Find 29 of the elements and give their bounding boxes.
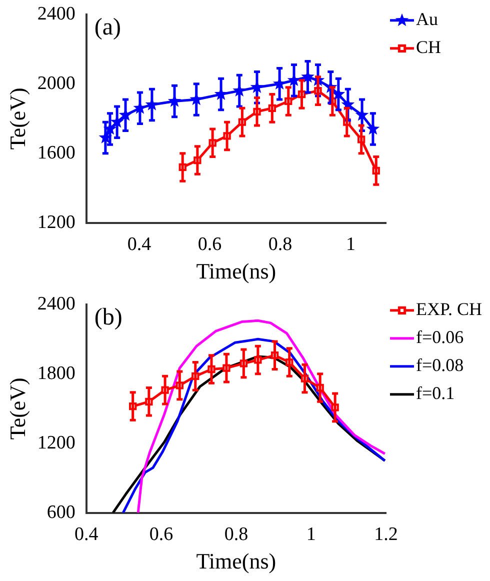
chart-title: (b) [94, 304, 122, 331]
chart-title: (a) [94, 14, 122, 41]
x-tick-label: 0.8 [268, 234, 292, 256]
y-axis-title: Te(eV) [4, 378, 30, 440]
y-tick-label: 2400 [37, 3, 76, 24]
legend-label: Au [416, 9, 438, 30]
x-tick-label: 0.8 [224, 524, 248, 546]
y-tick-label: 600 [46, 502, 76, 523]
y-tick-label: 1600 [37, 142, 76, 164]
x-tick-label: 0.6 [149, 524, 174, 546]
x-axis-title: Time(ns) [196, 258, 276, 284]
y-tick-label: 1800 [37, 362, 76, 384]
x-tick-label: 0.4 [74, 524, 99, 546]
x-tick-label: 1 [306, 524, 316, 546]
y-tick-label: 2400 [37, 293, 76, 314]
y-tick-label: 1200 [37, 432, 76, 454]
x-tick-label: 0.6 [198, 234, 222, 256]
x-tick-label: 1.2 [374, 524, 398, 546]
legend-label: EXP. CH [416, 299, 482, 320]
x-tick-label: 1 [346, 234, 356, 256]
y-tick-label: 1200 [37, 212, 76, 233]
x-tick-label: 0.4 [127, 234, 152, 256]
legend-label: f=0.06 [416, 327, 464, 348]
legend-label: f=0.1 [416, 383, 455, 404]
legend-label: f=0.08 [416, 355, 464, 376]
legend-label: CH [416, 37, 442, 58]
y-tick-label: 2000 [37, 72, 76, 94]
x-axis-title: Time(ns) [196, 548, 276, 574]
y-axis-title: Te(eV) [4, 88, 30, 150]
